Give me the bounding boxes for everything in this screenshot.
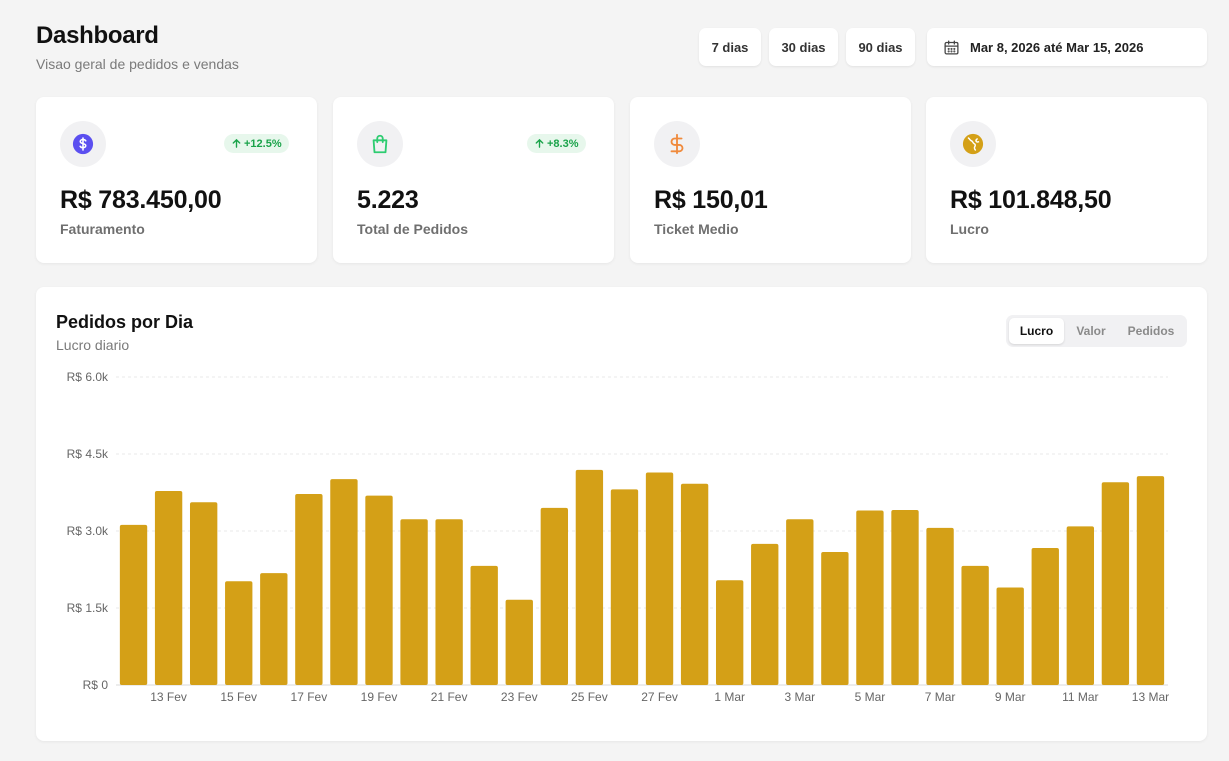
bar[interactable] (575, 469, 604, 685)
bar[interactable] (1136, 476, 1165, 685)
bar[interactable] (365, 495, 393, 685)
x-tick-label: 3 Mar (784, 690, 815, 704)
x-tick-label: 7 Mar (925, 690, 956, 704)
x-tick-label: 19 Fev (361, 690, 398, 704)
page-header: Dashboard Visao geral de pedidos e venda… (36, 22, 239, 72)
bar[interactable] (1101, 482, 1130, 685)
range-90-days-button[interactable]: 90 dias (846, 28, 915, 66)
bar[interactable] (1066, 526, 1095, 685)
bar[interactable] (961, 565, 989, 685)
bar[interactable] (330, 479, 358, 685)
x-tick-label: 9 Mar (995, 690, 1026, 704)
stat-card-ticket-medio: R$ 150,01 Ticket Medio (630, 97, 911, 263)
stat-card-faturamento: +12.5% R$ 783.450,00 Faturamento (36, 97, 317, 263)
arrow-up-icon (535, 138, 544, 148)
growth-badge-value: +8.3% (547, 137, 579, 150)
bar[interactable] (926, 527, 954, 685)
x-tick-label: 25 Fev (571, 690, 608, 704)
dollar-circle-icon (72, 133, 94, 155)
x-tick-label: 15 Fev (220, 690, 257, 704)
range-7-days-button[interactable]: 7 dias (699, 28, 761, 66)
globe-icon (962, 133, 984, 155)
growth-badge: +12.5% (224, 134, 289, 153)
x-tick-label: 11 Mar (1062, 690, 1098, 704)
stat-icon-wrapper (60, 121, 106, 167)
bar[interactable] (225, 581, 253, 685)
bar[interactable] (856, 510, 884, 685)
stat-value: R$ 150,01 (654, 186, 768, 214)
bar[interactable] (295, 494, 323, 685)
tab-valor[interactable]: Valor (1076, 324, 1106, 338)
bar[interactable] (119, 524, 148, 685)
bar[interactable] (260, 573, 288, 685)
y-tick-label: R$ 3.0k (67, 524, 109, 538)
stat-label: Faturamento (60, 221, 145, 237)
bar[interactable] (751, 543, 779, 685)
x-tick-label: 5 Mar (855, 690, 886, 704)
dollar-sign-icon (670, 133, 684, 155)
y-tick-label: R$ 6.0k (67, 370, 109, 384)
chart-card: Pedidos por Dia Lucro diario Lucro Valor… (36, 287, 1207, 741)
bar[interactable] (610, 489, 639, 685)
bar[interactable] (1031, 547, 1059, 685)
bar[interactable] (400, 519, 428, 685)
x-tick-label: 17 Fev (291, 690, 328, 704)
shopping-bag-icon (372, 134, 388, 154)
tab-lucro[interactable]: Lucro (1009, 318, 1064, 344)
calendar-icon (944, 39, 959, 55)
bar[interactable] (540, 507, 569, 685)
arrow-up-icon (232, 138, 241, 148)
y-tick-label: R$ 1.5k (67, 601, 109, 615)
y-tick-label: R$ 4.5k (67, 447, 109, 461)
chart-metric-toggle: Lucro Valor Pedidos (1006, 315, 1187, 347)
tab-pedidos[interactable]: Pedidos (1127, 324, 1175, 338)
stat-label: Lucro (950, 221, 989, 237)
stat-card-total-pedidos: +8.3% 5.223 Total de Pedidos (333, 97, 614, 263)
stat-card-lucro: R$ 101.848,50 Lucro (926, 97, 1207, 263)
growth-badge: +8.3% (527, 134, 586, 153)
stat-label: Ticket Medio (654, 221, 739, 237)
chart-title: Pedidos por Dia (56, 312, 194, 332)
bar[interactable] (470, 565, 498, 685)
bar[interactable] (821, 552, 849, 685)
date-range-label: Mar 8, 2026 até Mar 15, 2026 (970, 39, 1144, 55)
stat-icon-wrapper (654, 121, 700, 167)
bar[interactable] (680, 483, 709, 685)
stat-icon-wrapper (950, 121, 996, 167)
bar[interactable] (505, 599, 533, 685)
date-range-picker[interactable]: Mar 8, 2026 até Mar 15, 2026 (927, 28, 1207, 66)
bar[interactable] (154, 490, 183, 685)
y-tick-label: R$ 0 (83, 678, 109, 692)
stat-label: Total de Pedidos (357, 221, 468, 237)
range-30-days-button[interactable]: 30 dias (769, 28, 838, 66)
chart-subtitle: Lucro diario (56, 337, 130, 353)
x-tick-label: 27 Fev (641, 690, 678, 704)
bar[interactable] (435, 519, 463, 685)
bar[interactable] (786, 519, 814, 685)
x-tick-label: 13 Fev (150, 690, 187, 704)
stat-value: R$ 783.450,00 (60, 186, 222, 214)
stat-value: 5.223 (357, 186, 419, 214)
stat-icon-wrapper (357, 121, 403, 167)
stat-value: R$ 101.848,50 (950, 186, 1112, 214)
growth-badge-value: +12.5% (244, 137, 282, 150)
bar[interactable] (189, 502, 218, 685)
bar-chart: R$ 0 R$ 1.5k R$ 3.0k R$ 4.5k R$ 6.0k 13 Fev 15… (67, 370, 1170, 704)
bar[interactable] (996, 587, 1024, 685)
page-title: Dashboard (36, 22, 159, 49)
bar[interactable] (891, 509, 919, 685)
x-tick-label: 23 Fev (501, 690, 538, 704)
page-subtitle: Visao geral de pedidos e vendas (36, 56, 239, 72)
x-tick-label: 13 Mar (1132, 690, 1169, 704)
x-tick-label: 21 Fev (431, 690, 468, 704)
bar[interactable] (645, 472, 674, 685)
bar[interactable] (715, 580, 744, 685)
x-tick-label: 1 Mar (714, 690, 745, 704)
